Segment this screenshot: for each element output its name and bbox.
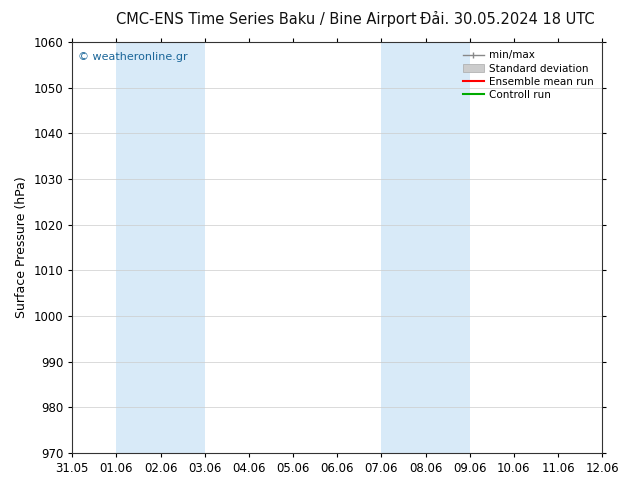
Text: © weatheronline.gr: © weatheronline.gr — [77, 52, 187, 62]
Bar — [425, 42, 470, 453]
Legend: min/max, Standard deviation, Ensemble mean run, Controll run: min/max, Standard deviation, Ensemble me… — [459, 46, 598, 104]
Bar — [160, 42, 205, 453]
Text: Đải. 30.05.2024 18 UTC: Đải. 30.05.2024 18 UTC — [420, 12, 595, 27]
Bar — [602, 42, 624, 453]
Text: CMC-ENS Time Series Baku / Bine Airport: CMC-ENS Time Series Baku / Bine Airport — [116, 12, 417, 27]
Bar — [117, 42, 160, 453]
Y-axis label: Surface Pressure (hPa): Surface Pressure (hPa) — [15, 176, 28, 318]
Bar — [382, 42, 425, 453]
